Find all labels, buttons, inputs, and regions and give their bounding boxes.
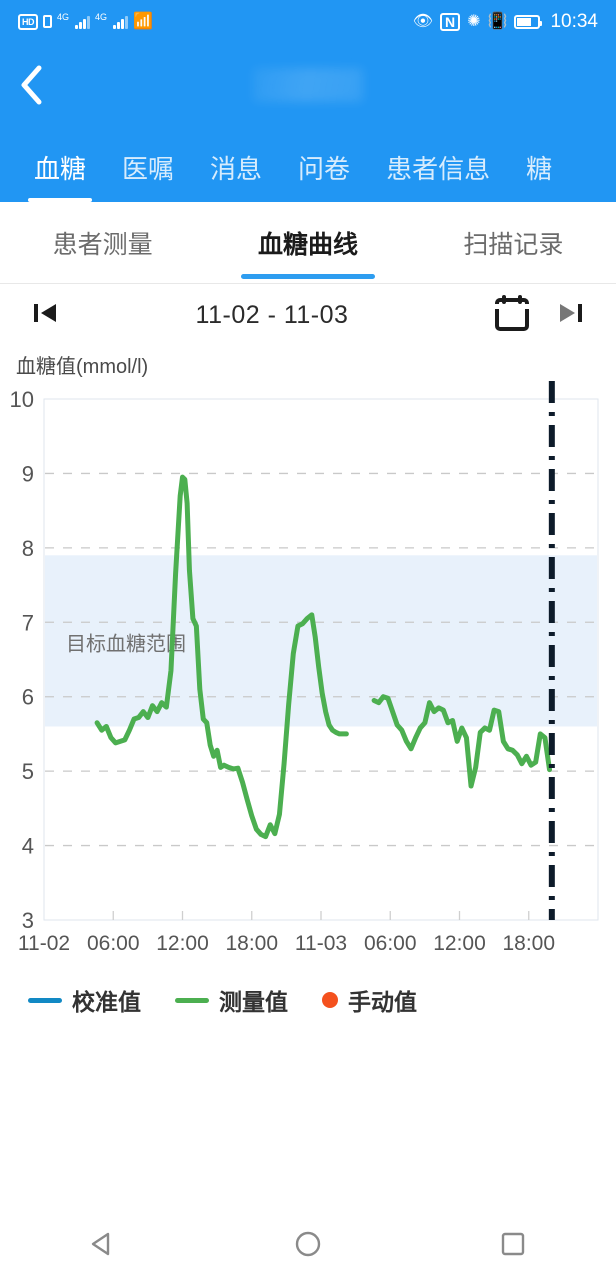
- status-bar-left: HD 4G 4G 📶: [18, 12, 153, 31]
- skip-previous-icon: [30, 298, 60, 333]
- date-navigation: 11-02 - 11-03: [0, 284, 616, 346]
- x-axis-tick-label: 18:00: [502, 932, 555, 955]
- status-bar-clock: 10:34: [550, 11, 598, 32]
- legend-item-measured[interactable]: 测量值: [175, 983, 288, 1017]
- subtab-label: 扫描记录: [463, 230, 564, 259]
- signal-strength-1-icon: [75, 15, 91, 29]
- tab-label: 患者信息: [386, 154, 491, 184]
- series-line-measured: [371, 694, 553, 789]
- signal-strength-2-icon: [113, 15, 129, 29]
- wifi-icon: 📶: [133, 12, 153, 30]
- glucose-chart: 血糖值(mmol/l) 3 4 5 6 7 8 9 10 11-02 06:00 12:00 18:0…: [0, 346, 616, 961]
- y-axis-tick-label: 9: [22, 461, 34, 486]
- y-axis-tick-label: 4: [22, 834, 34, 859]
- nfc-icon: N: [440, 13, 461, 31]
- tab-label: 血糖: [34, 154, 87, 184]
- app-header: 血糖 医嘱 消息 问卷 患者信息 糖: [0, 44, 616, 202]
- y-axis-title: 血糖值(mmol/l): [16, 356, 149, 378]
- main-tab-bar: 血糖 医嘱 消息 问卷 患者信息 糖: [0, 126, 616, 202]
- legend-line-icon: [28, 997, 62, 1003]
- tab-messages[interactable]: 消息: [192, 149, 280, 202]
- back-chevron-icon: [17, 63, 47, 107]
- x-axis-tick-label: 06:00: [87, 932, 140, 955]
- back-button[interactable]: [0, 44, 64, 126]
- tab-label: 问卷: [298, 154, 351, 184]
- target-range-label: 目标血糖范围: [66, 633, 186, 656]
- legend-label: 测量值: [219, 989, 288, 1015]
- tab-blood-glucose[interactable]: 血糖: [16, 149, 104, 202]
- android-recents-button[interactable]: [473, 1229, 553, 1264]
- x-axis-tick-label: 12:00: [433, 932, 486, 955]
- tab-overflow-partial[interactable]: 糖: [508, 149, 570, 202]
- tab-label: 消息: [210, 154, 263, 184]
- skip-next-icon: [556, 298, 586, 333]
- status-bar: HD 4G 4G 📶 👁 N ✺ 📳 10:34: [0, 0, 616, 44]
- y-axis-tick-label: 6: [22, 685, 34, 710]
- x-axis-tick-label: 11-02: [18, 932, 70, 955]
- sim-icon: [43, 15, 52, 29]
- legend-line-icon: [175, 997, 209, 1003]
- tab-doctor-orders[interactable]: 医嘱: [104, 149, 192, 202]
- x-axis-tick-label: 12:00: [156, 932, 209, 955]
- legend-label: 校准值: [72, 989, 141, 1015]
- y-axis-tick-label: 3: [22, 908, 34, 933]
- next-period-button[interactable]: [548, 298, 594, 333]
- subtab-patient-measurement[interactable]: 患者测量: [0, 202, 205, 283]
- legend-item-manual[interactable]: 手动值: [322, 983, 417, 1017]
- calendar-button[interactable]: [476, 294, 548, 337]
- signal-2-label: 4G: [95, 12, 108, 23]
- chart-canvas[interactable]: 3 4 5 6 7 8 9 10 11-02 06:00 12:00 18:00 11-03 06:00 1…: [0, 381, 616, 961]
- bluetooth-icon: ✺: [467, 13, 481, 30]
- vibrate-icon: 📳: [487, 13, 508, 30]
- square-recents-icon: [498, 1229, 528, 1264]
- y-axis-tick-label: 8: [22, 536, 34, 561]
- android-navigation-bar: [0, 1212, 616, 1280]
- circle-home-icon: [293, 1229, 323, 1264]
- tab-questionnaire[interactable]: 问卷: [280, 149, 368, 202]
- x-axis-tick-label: 18:00: [225, 932, 278, 955]
- subtab-glucose-curve[interactable]: 血糖曲线: [205, 202, 410, 283]
- signal-1-label: 4G: [57, 12, 70, 23]
- tab-label: 糖: [526, 154, 553, 184]
- legend-dot-icon: [322, 992, 338, 1008]
- chart-legend: 校准值 测量值 手动值: [0, 961, 616, 1017]
- header-top-row: [0, 44, 616, 126]
- page-title: [253, 68, 363, 102]
- legend-item-calibration[interactable]: 校准值: [28, 983, 141, 1017]
- calendar-icon: [494, 294, 530, 337]
- tab-patient-info[interactable]: 患者信息: [368, 149, 508, 202]
- previous-period-button[interactable]: [22, 298, 68, 333]
- y-axis-tick-label: 5: [22, 759, 34, 784]
- x-axis-tick-label: 06:00: [364, 932, 417, 955]
- hd-icon: HD: [18, 13, 38, 30]
- tab-label: 医嘱: [122, 154, 175, 184]
- legend-label: 手动值: [348, 989, 417, 1015]
- subtab-scan-records[interactable]: 扫描记录: [411, 202, 616, 283]
- series-line-measured: [94, 474, 349, 840]
- date-range-label[interactable]: 11-02 - 11-03: [195, 300, 349, 329]
- sub-tab-bar: 患者测量 血糖曲线 扫描记录: [0, 202, 616, 284]
- eye-icon: 👁: [412, 13, 433, 30]
- android-back-button[interactable]: [63, 1229, 143, 1264]
- triangle-back-icon: [88, 1229, 118, 1264]
- x-axis-tick-label: 11-03: [295, 932, 347, 955]
- y-axis-tick-label: 7: [22, 610, 34, 635]
- battery-icon: [514, 15, 543, 29]
- android-home-button[interactable]: [268, 1229, 348, 1264]
- subtab-label: 患者测量: [52, 230, 153, 259]
- status-bar-right: 👁 N ✺ 📳 10:34: [413, 11, 598, 33]
- y-axis-tick-label: 10: [10, 387, 34, 412]
- subtab-label: 血糖曲线: [257, 230, 358, 259]
